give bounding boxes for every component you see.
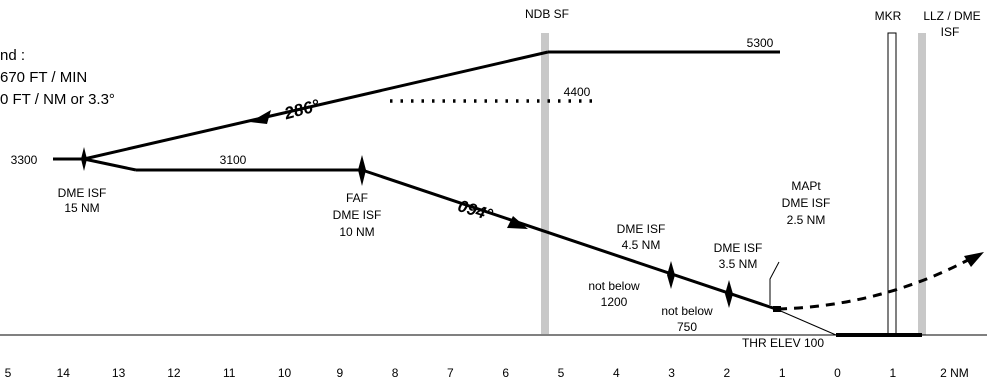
outbound-climb-segment bbox=[83, 50, 549, 161]
faf-label-2: DME ISF bbox=[333, 208, 382, 222]
arrow-inbound bbox=[507, 216, 528, 229]
final-descent-segment bbox=[361, 168, 777, 311]
axis-tick-label: 2 NM bbox=[940, 366, 969, 380]
fix-marker-faf bbox=[358, 155, 366, 186]
axis-tick-label: 3 bbox=[668, 366, 675, 380]
altitude-4400: 4400 bbox=[564, 85, 591, 99]
bearing-094: 094° bbox=[456, 196, 495, 225]
axis-tick-label: 0 bbox=[834, 366, 841, 380]
axis-tick-label: 1 bbox=[779, 366, 786, 380]
axis-tick-label: 6 bbox=[502, 366, 509, 380]
mkr-label: MKR bbox=[875, 9, 902, 23]
dme45-label-1: DME ISF bbox=[617, 222, 666, 236]
mapt-leader bbox=[769, 261, 780, 305]
axis-tick-label: 7 bbox=[447, 366, 454, 380]
not-below-1200-label-2: 1200 bbox=[601, 295, 628, 309]
legend-line-3: 0 FT / NM or 3.3° bbox=[0, 91, 115, 108]
ndb-sf-beacon-bar bbox=[541, 33, 549, 334]
dme35-label-2: 3.5 NM bbox=[719, 257, 758, 271]
mapt-marker bbox=[773, 306, 781, 312]
bearing-286: 286° bbox=[281, 96, 321, 124]
axis-tick-label: 4 bbox=[613, 366, 620, 380]
fix-marker-dme15 bbox=[81, 147, 87, 171]
faf-label-1: FAF bbox=[346, 191, 368, 205]
axis-tick-label: 12 bbox=[167, 366, 181, 380]
llz-dme-label: LLZ / DME bbox=[923, 9, 980, 23]
dme15-label-1: DME ISF bbox=[58, 186, 107, 200]
threshold-elevation-label: THR ELEV 100 bbox=[742, 336, 824, 350]
mapt-label-1: MAPt bbox=[791, 179, 821, 193]
fix-marker-dme45 bbox=[667, 261, 675, 289]
altitude-3100: 3100 bbox=[220, 153, 247, 167]
not-below-750-label-2: 750 bbox=[677, 320, 697, 334]
llz-isf-label: ISF bbox=[941, 25, 960, 39]
axis-tick-label: 1 bbox=[889, 366, 896, 380]
dme35-label-1: DME ISF bbox=[714, 241, 763, 255]
legend-line-1: nd : bbox=[0, 47, 25, 64]
distance-axis: 5 14 13 12 11 10 9 8 7 6 5 4 3 2 1 0 1 2 NM bbox=[5, 366, 969, 380]
legend-line-2: 670 FT / MIN bbox=[0, 69, 87, 86]
axis-tick-label: 11 bbox=[223, 366, 236, 380]
faf-label-3: 10 NM bbox=[339, 225, 374, 239]
dme15-label-2: 15 NM bbox=[64, 201, 99, 215]
fix-marker-dme35 bbox=[725, 280, 733, 308]
dme45-label-2: 4.5 NM bbox=[622, 238, 661, 252]
mapt-label-3: 2.5 NM bbox=[787, 213, 826, 227]
axis-tick-label: 5 bbox=[5, 366, 12, 380]
altitude-5300: 5300 bbox=[747, 36, 774, 50]
arrow-outbound bbox=[250, 110, 271, 124]
llz-dme-beacon-bar bbox=[918, 33, 926, 335]
ndb-sf-label: NDB SF bbox=[525, 7, 569, 21]
missed-approach-path bbox=[777, 258, 969, 311]
altitude-3300: 3300 bbox=[11, 153, 38, 167]
mapt-label-2: DME ISF bbox=[782, 196, 831, 210]
axis-tick-label: 13 bbox=[112, 366, 126, 380]
axis-tick-label: 5 bbox=[558, 366, 565, 380]
not-below-1200-label-1: not below bbox=[588, 279, 640, 293]
threshold-leader bbox=[775, 308, 837, 336]
axis-tick-label: 9 bbox=[336, 366, 343, 380]
axis-tick-label: 8 bbox=[392, 366, 399, 380]
axis-tick-label: 2 bbox=[724, 366, 731, 380]
not-below-750-label-1: not below bbox=[661, 304, 713, 318]
turn-descent-segment bbox=[83, 157, 137, 172]
axis-tick-label: 14 bbox=[57, 366, 71, 380]
arrow-missed-approach bbox=[964, 252, 984, 267]
axis-tick-label: 10 bbox=[278, 366, 292, 380]
